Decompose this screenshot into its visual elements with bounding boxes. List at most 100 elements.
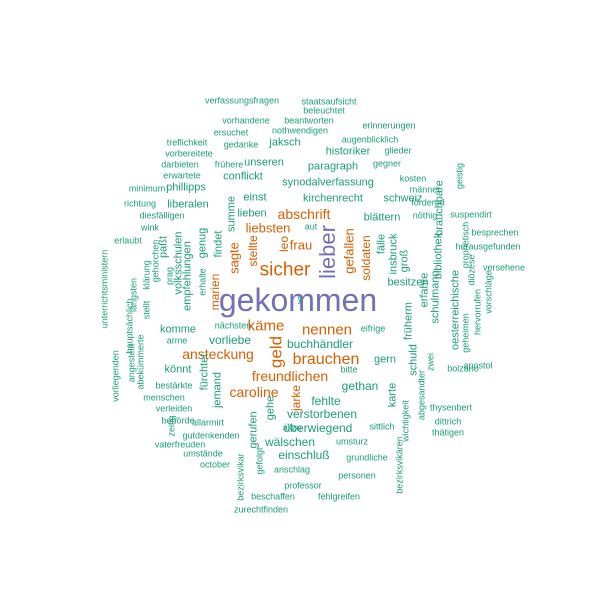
word: anschlag	[273, 464, 311, 475]
word: beantworten	[284, 115, 334, 126]
word: erhalte	[197, 268, 208, 296]
word: synodalverfassung	[282, 176, 374, 189]
word: genug	[196, 227, 209, 259]
word: bitte	[340, 364, 358, 375]
word: jaksch	[269, 136, 301, 149]
word: wink	[140, 222, 160, 233]
word: erwartete	[163, 170, 201, 181]
word: brauchen	[292, 351, 360, 368]
word: staatsaufsicht	[301, 96, 357, 107]
word: fehlgreifen	[317, 491, 361, 502]
word: wälschen	[264, 435, 316, 449]
word: professor	[284, 480, 322, 491]
word: fördernd	[411, 197, 445, 208]
word: jemand	[211, 371, 224, 409]
word: allzu	[282, 422, 302, 433]
word: freundlichen	[251, 368, 329, 384]
word: früherm	[402, 302, 415, 340]
word: vorliegenden	[110, 350, 121, 402]
word: augenblicklich	[341, 134, 399, 145]
word: beleuchtet	[303, 105, 345, 116]
word: lieber	[315, 225, 340, 279]
word: groß	[398, 249, 411, 273]
word: komme	[159, 323, 197, 336]
word: paragraph	[307, 160, 359, 173]
word: schulmann	[429, 270, 442, 324]
word: frau	[289, 237, 313, 253]
word: conflickt	[223, 170, 263, 183]
word: vorliebe	[208, 333, 252, 347]
word: unterrichtsministern	[99, 249, 110, 329]
word: aut	[304, 221, 318, 232]
word: arme	[166, 335, 188, 346]
word: gern	[373, 353, 397, 366]
word: männer	[409, 184, 441, 195]
word: buchhändler	[286, 337, 354, 351]
word: geistig	[454, 162, 465, 190]
word: besitzen	[387, 276, 429, 289]
word: verstorbenen	[286, 407, 358, 421]
word: lieben	[237, 207, 267, 220]
word: besprechen	[471, 227, 519, 238]
word: minimum	[128, 183, 166, 194]
word: käme	[247, 317, 285, 335]
word: frühere	[214, 159, 244, 170]
word: volksschulen	[172, 231, 185, 295]
word: schweiz	[383, 192, 423, 205]
word: verfassungsfragen	[204, 95, 280, 106]
word: liberalen	[167, 198, 209, 211]
word: stellt	[141, 300, 152, 320]
word: personen	[338, 470, 376, 481]
word: ansteckung	[182, 346, 254, 362]
word: ersuchet	[213, 127, 249, 138]
word: herausgefunden	[455, 241, 521, 252]
word: könnt	[164, 363, 192, 376]
word: behörde	[161, 415, 195, 426]
word: einschluß	[278, 448, 330, 462]
word: erlaubt	[114, 235, 142, 246]
word: treflichkeit	[166, 137, 208, 148]
word: gerufen	[247, 411, 260, 449]
word: umsturz	[335, 436, 369, 447]
word: nöthig	[412, 210, 438, 221]
word: vaterfreuden	[154, 439, 206, 450]
word: bestärkte	[155, 380, 193, 391]
word: richtung	[123, 198, 157, 209]
word: eifrige	[360, 323, 386, 334]
word: zurechtfinden	[233, 504, 289, 515]
word: gegner	[372, 158, 402, 169]
word: gutdenkenden	[182, 430, 240, 441]
word: vorschläge	[483, 270, 494, 314]
word: apostol	[463, 360, 493, 371]
word: verleiden	[155, 403, 193, 414]
word: kirchenrecht	[303, 192, 363, 205]
word: beschaffen	[251, 491, 295, 502]
word: karte	[386, 382, 399, 408]
word: fürchtet	[198, 353, 211, 391]
word: kosten	[399, 173, 427, 184]
word: einst	[243, 191, 267, 204]
word: erinnerungen	[362, 120, 416, 131]
word: abschrift	[277, 206, 331, 222]
word: suspendirt	[450, 209, 492, 220]
word: dittrich	[434, 416, 462, 427]
word: summe	[225, 195, 238, 233]
word: gedanke	[223, 139, 259, 150]
word: fälle	[375, 233, 388, 255]
word: blättern	[363, 211, 401, 224]
word: darbieten	[161, 159, 199, 170]
word: sagte	[226, 242, 242, 274]
word: historiker	[325, 145, 371, 158]
word: marien	[208, 273, 222, 311]
word: überwiegend	[283, 421, 353, 435]
word: prag	[164, 266, 175, 286]
word: grundliche	[346, 452, 388, 463]
word: sicher	[259, 259, 311, 281]
word: nennen	[301, 321, 353, 339]
word: october	[199, 459, 231, 470]
word: gethan	[341, 379, 379, 393]
word: geheimen	[460, 313, 471, 353]
word: menschen	[143, 392, 185, 403]
word: bezirksvikar	[235, 453, 246, 501]
word: stellte	[246, 235, 260, 267]
